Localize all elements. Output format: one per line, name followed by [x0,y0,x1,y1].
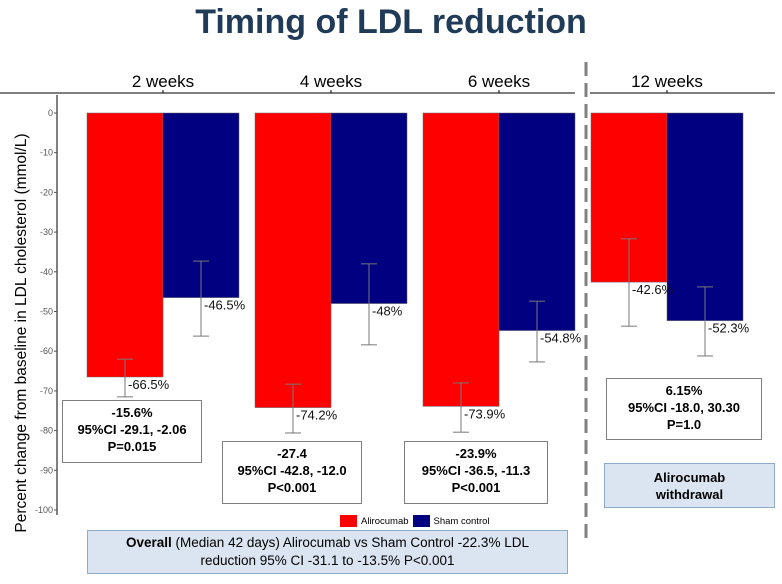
withdrawal-line-2: withdrawal [655,487,724,502]
overall-bold-label: Overall [126,535,172,550]
stat-box-4-weeks: -27.4 95%CI -42.8, -12.0 P<0.001 [222,441,362,504]
legend-label-sham-control: Sham control [433,515,490,527]
y-tick-label: -80 [40,426,53,436]
stat-box-2-weeks: -15.6% 95%CI -29.1, -2.06 P=0.015 [62,400,202,463]
category-label: 4 weeks [300,72,362,91]
y-tick-label: 0 [48,108,53,118]
withdrawal-line-1: Alirocumab [653,470,726,485]
y-tick-label: -100 [35,505,53,515]
bar-sham-control [498,112,576,331]
bar-alirocumab [422,112,500,407]
data-label: -46.5% [204,298,246,313]
y-tick-label: -10 [40,148,53,158]
stat-box-line: P<0.001 [267,480,317,495]
data-label: -42.6% [632,282,674,297]
data-label: -66.5% [128,377,170,392]
stat-box-12-weeks: 6.15% 95%CI -18.0, 30.30 P=1.0 [606,378,762,440]
overall-line-2: reduction 95% CI -31.1 to -13.5% P<0.001 [200,553,455,568]
data-label: -73.9% [464,406,506,421]
y-tick-label: -20 [40,187,53,197]
y-axis-label: Percent change from baseline in LDL chol… [13,133,30,533]
data-label: -52.3% [708,321,750,336]
y-tick-label: -60 [40,346,53,356]
withdrawal-box: Alirocumab withdrawal [604,463,775,508]
stat-box-line: -15.6% [111,405,153,420]
category-label: 2 weeks [132,72,194,91]
stat-box-line: 6.15% [665,383,703,398]
stat-box-line: 95%CI -36.5, -11.3 [421,463,531,478]
bar-alirocumab [254,112,332,408]
y-tick-label: -50 [40,307,53,317]
legend-label-alirocumab: Alirocumab [361,515,409,527]
category-label: 12 weeks [631,72,703,91]
bar-alirocumab [86,112,164,378]
category-label: 6 weeks [468,72,530,91]
stat-box-line: P=1.0 [666,417,702,432]
y-tick-label: -70 [40,386,53,396]
data-label: -48% [372,304,403,319]
overall-line-1: Overall (Median 42 days) Alirocumab vs S… [88,534,567,552]
stat-box-6-weeks: -23.9% 95%CI -36.5, -11.3 P<0.001 [404,441,548,504]
stat-box-line: P<0.001 [451,480,501,495]
stat-box-line: 95%CI -29.1, -2.06 [77,422,187,437]
data-label: -54.8% [540,331,582,346]
data-label: -74.2% [296,408,338,423]
y-tick-label: -30 [40,227,53,237]
stat-box-line: 95%CI -18.0, 30.30 [627,400,741,415]
overall-summary-box: Overall (Median 42 days) Alirocumab vs S… [87,530,568,574]
legend-swatch-alirocumab [340,515,357,527]
y-tick-label: -90 [40,465,53,475]
y-tick-label: -40 [40,267,53,277]
stat-box-line: -27.4 [277,446,307,461]
bar-sham-control [666,112,744,321]
legend: Alirocumab Sham control [340,515,494,527]
overall-line-1-text: (Median 42 days) Alirocumab vs Sham Cont… [171,535,529,550]
stat-box-line: 95%CI -42.8, -12.0 [237,463,347,478]
stat-box-line: P=0.015 [107,439,157,454]
chart-title: Timing of LDL reduction [195,3,587,41]
legend-swatch-sham-control [412,515,430,527]
stat-box-line: -23.9% [455,446,497,461]
